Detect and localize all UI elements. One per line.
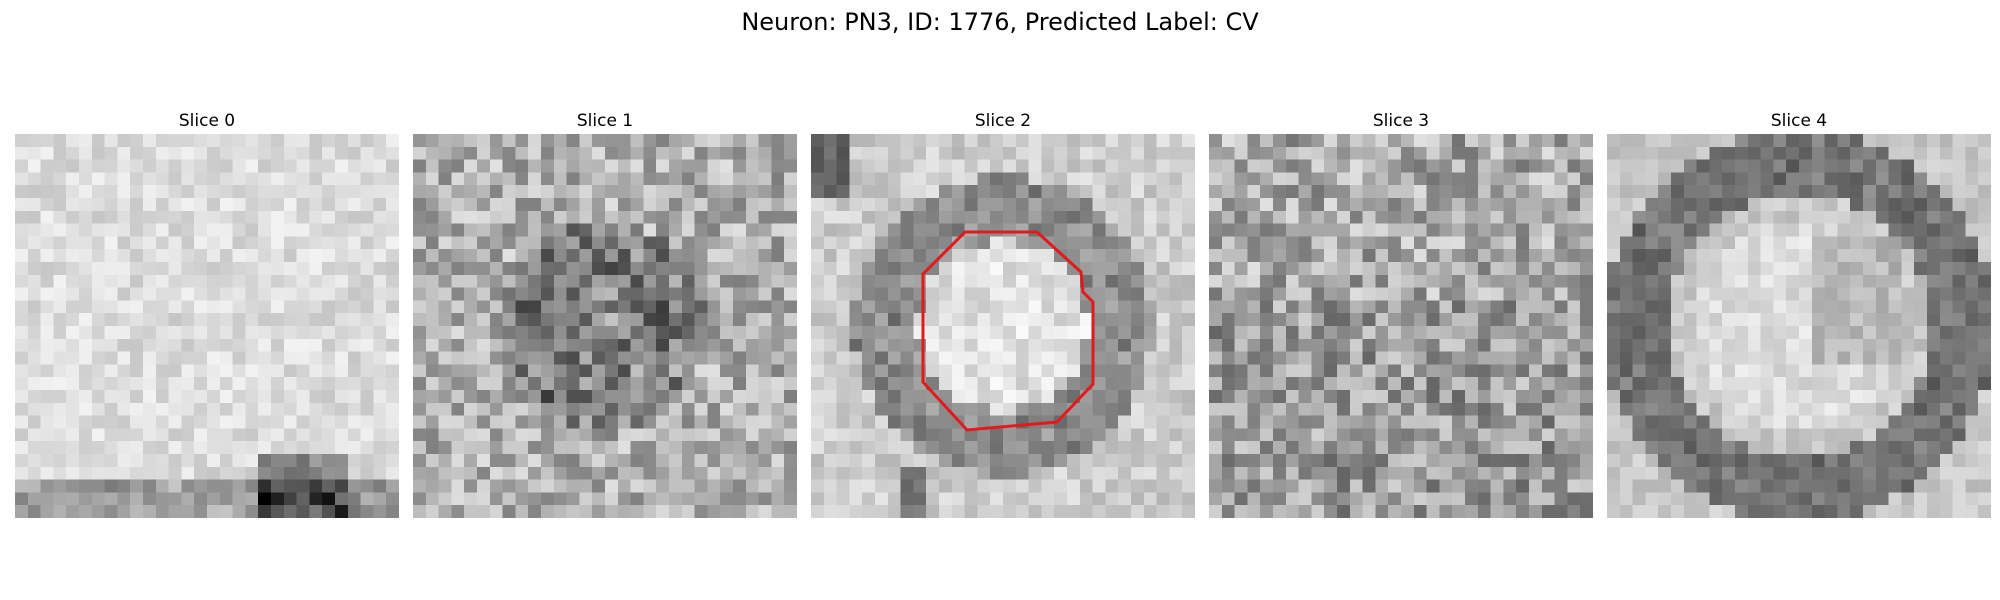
panel-title: Slice 3 (1372, 111, 1430, 131)
panel-slice-2: Slice 2 (811, 108, 1195, 518)
slice-canvas (1607, 134, 1991, 518)
slice-image (1607, 134, 1991, 518)
slice-canvas (413, 134, 797, 518)
slice-image (811, 134, 1195, 518)
panel-slice-4: Slice 4 (1607, 108, 1991, 518)
panel-title: Slice 1 (576, 111, 634, 131)
figure-title: Neuron: PN3, ID: 1776, Predicted Label: … (741, 8, 1259, 36)
panel-title: Slice 4 (1770, 111, 1828, 131)
slice-canvas (1209, 134, 1593, 518)
slice-canvas (15, 134, 399, 518)
slice-canvas (811, 134, 1195, 518)
slice-image (15, 134, 399, 518)
panel-title: Slice 2 (974, 111, 1032, 131)
panel-slice-3: Slice 3 (1209, 108, 1593, 518)
slice-image (1209, 134, 1593, 518)
panel-title: Slice 0 (178, 111, 236, 131)
slice-image (413, 134, 797, 518)
panel-slice-1: Slice 1 (413, 108, 797, 518)
panel-slice-0: Slice 0 (15, 108, 399, 518)
